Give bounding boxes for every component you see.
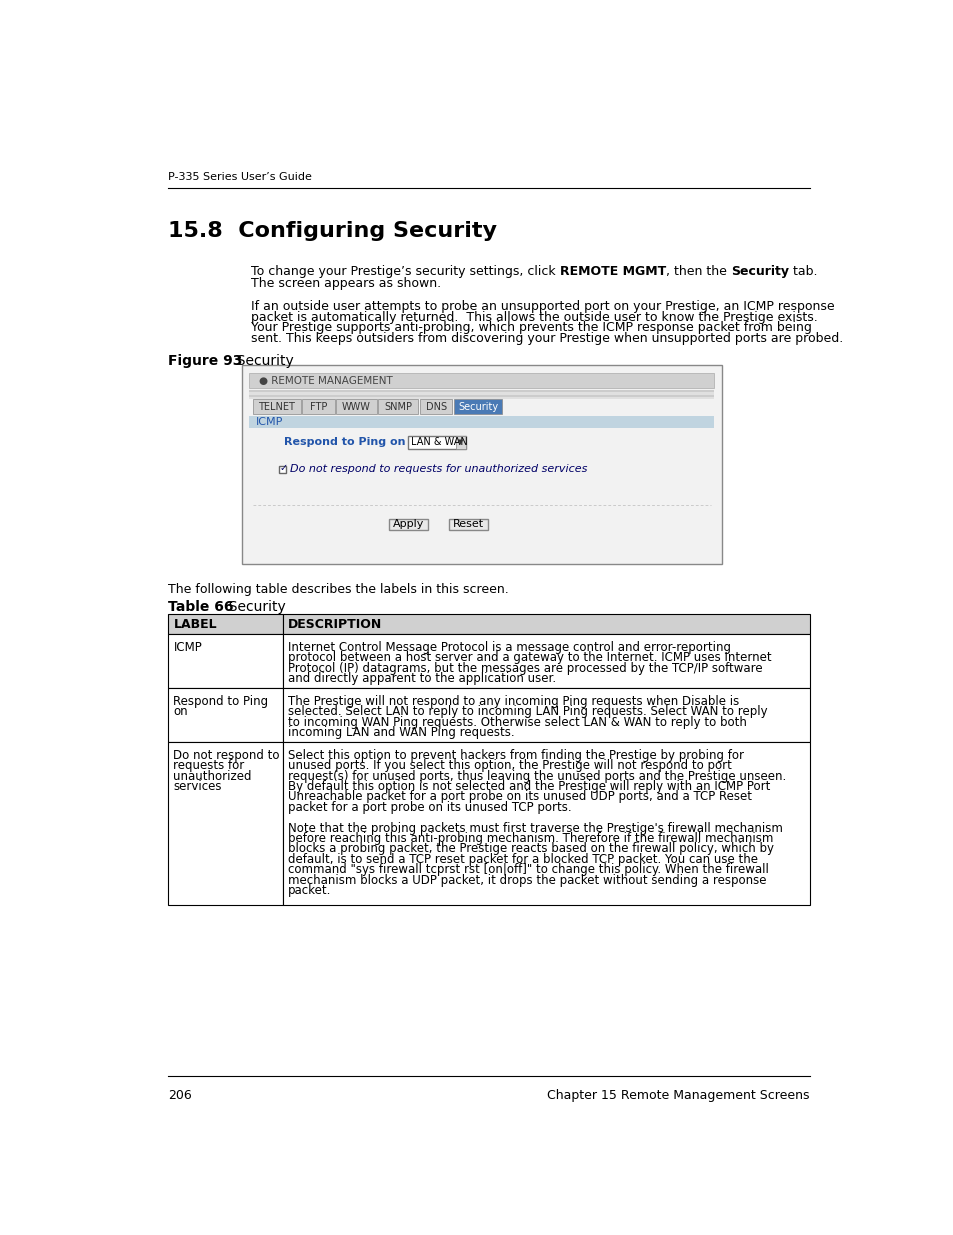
Text: blocks a probing packet, the Prestige reacts based on the firewall policy, which: blocks a probing packet, the Prestige re… [288, 842, 774, 856]
Text: Reset: Reset [453, 519, 484, 529]
Text: Unreachable packet for a port probe on its unused UDP ports, and a TCP Reset: Unreachable packet for a port probe on i… [288, 790, 751, 804]
Text: unused ports. If you select this option, the Prestige will not respond to port: unused ports. If you select this option,… [288, 760, 731, 772]
Text: packet for a port probe on its unused TCP ports.: packet for a port probe on its unused TC… [288, 800, 571, 814]
Text: request(s) for unused ports, thus leaving the unused ports and the Prestige unse: request(s) for unused ports, thus leavin… [288, 769, 785, 783]
Text: to incoming WAN Ping requests. Otherwise select LAN & WAN to reply to both: to incoming WAN Ping requests. Otherwise… [288, 716, 746, 729]
FancyBboxPatch shape [456, 436, 466, 448]
Text: Table 66: Table 66 [168, 600, 233, 614]
Text: command "sys firewall tcprst rst [on|off]" to change this policy. When the firew: command "sys firewall tcprst rst [on|off… [288, 863, 768, 876]
Text: LAN & WAN: LAN & WAN [411, 437, 468, 447]
Text: selected. Select LAN to reply to incoming LAN Ping requests. Select WAN to reply: selected. Select LAN to reply to incomin… [288, 705, 767, 719]
Text: ✓: ✓ [279, 463, 288, 473]
Text: By default this option is not selected and the Prestige will reply with an ICMP : By default this option is not selected a… [288, 781, 770, 793]
Text: Apply: Apply [393, 519, 423, 529]
FancyBboxPatch shape [249, 390, 714, 393]
Text: tab.: tab. [788, 266, 817, 278]
FancyBboxPatch shape [389, 519, 427, 530]
FancyBboxPatch shape [241, 366, 721, 564]
Text: Figure 93: Figure 93 [168, 353, 242, 368]
Text: The screen appears as shown.: The screen appears as shown. [251, 277, 440, 290]
FancyBboxPatch shape [249, 395, 714, 396]
Text: DESCRIPTION: DESCRIPTION [288, 618, 382, 631]
Text: Do not respond to: Do not respond to [173, 748, 280, 762]
FancyBboxPatch shape [249, 396, 714, 399]
Text: Respond to Ping on: Respond to Ping on [284, 436, 405, 447]
Text: The following table describes the labels in this screen.: The following table describes the labels… [168, 583, 508, 597]
Text: P-335 Series User’s Guide: P-335 Series User’s Guide [168, 173, 312, 183]
Text: TELNET: TELNET [258, 401, 294, 411]
Text: Chapter 15 Remote Management Screens: Chapter 15 Remote Management Screens [547, 1089, 809, 1102]
FancyBboxPatch shape [282, 634, 809, 688]
Text: 206: 206 [168, 1089, 192, 1102]
Text: Select this option to prevent hackers from finding the Prestige by probing for: Select this option to prevent hackers fr… [288, 748, 743, 762]
Text: 15.8  Configuring Security: 15.8 Configuring Security [168, 221, 497, 241]
Text: If an outside user attempts to probe an unsupported port on your Prestige, an IC: If an outside user attempts to probe an … [251, 300, 834, 312]
Text: packet is automatically returned.  This allows the outside user to know the Pres: packet is automatically returned. This a… [251, 311, 817, 324]
FancyBboxPatch shape [454, 399, 501, 414]
Text: Respond to Ping: Respond to Ping [173, 695, 269, 708]
Text: ▼: ▼ [457, 440, 463, 446]
FancyBboxPatch shape [408, 436, 466, 448]
Text: services: services [173, 781, 222, 793]
Text: requests for: requests for [173, 760, 245, 772]
Text: incoming LAN and WAN Ping requests.: incoming LAN and WAN Ping requests. [288, 726, 515, 739]
Text: default, is to send a TCP reset packet for a blocked TCP packet. You can use the: default, is to send a TCP reset packet f… [288, 852, 758, 866]
FancyBboxPatch shape [282, 614, 809, 634]
Text: mechanism blocks a UDP packet, it drops the packet without sending a response: mechanism blocks a UDP packet, it drops … [288, 873, 766, 887]
FancyBboxPatch shape [249, 416, 714, 427]
Text: unauthorized: unauthorized [173, 769, 252, 783]
FancyBboxPatch shape [249, 393, 714, 395]
Text: FTP: FTP [310, 401, 327, 411]
FancyBboxPatch shape [282, 688, 809, 742]
Text: ● REMOTE MANAGEMENT: ● REMOTE MANAGEMENT [258, 375, 392, 385]
Text: Security: Security [457, 401, 497, 411]
FancyBboxPatch shape [168, 614, 282, 634]
Text: Internet Control Message Protocol is a message control and error-reporting: Internet Control Message Protocol is a m… [288, 641, 730, 655]
Text: packet.: packet. [288, 884, 332, 897]
Text: Protocol (IP) datagrams, but the messages are processed by the TCP/IP software: Protocol (IP) datagrams, but the message… [288, 662, 762, 674]
Text: protocol between a host server and a gateway to the Internet. ICMP uses Internet: protocol between a host server and a gat… [288, 651, 771, 664]
FancyBboxPatch shape [282, 742, 809, 905]
Text: Your Prestige supports anti-probing, which prevents the ICMP response packet fro: Your Prestige supports anti-probing, whi… [251, 321, 811, 335]
FancyBboxPatch shape [377, 399, 418, 414]
FancyBboxPatch shape [302, 399, 335, 414]
FancyBboxPatch shape [168, 634, 282, 688]
Text: ICMP: ICMP [173, 641, 202, 655]
Text: LABEL: LABEL [173, 618, 217, 631]
FancyBboxPatch shape [168, 742, 282, 905]
Text: Security: Security [220, 600, 286, 614]
Text: Security: Security [730, 266, 788, 278]
Text: SNMP: SNMP [384, 401, 412, 411]
Text: before reaching this anti-probing mechanism. Therefore if the firewall mechanism: before reaching this anti-probing mechan… [288, 832, 773, 845]
FancyBboxPatch shape [278, 466, 286, 473]
FancyBboxPatch shape [449, 519, 488, 530]
Text: WWW: WWW [341, 401, 371, 411]
FancyBboxPatch shape [168, 688, 282, 742]
Text: Security: Security [228, 353, 294, 368]
FancyBboxPatch shape [335, 399, 376, 414]
Text: To change your Prestige’s security settings, click: To change your Prestige’s security setti… [251, 266, 559, 278]
Text: Note that the probing packets must first traverse the Prestige's firewall mechan: Note that the probing packets must first… [288, 821, 782, 835]
Text: sent. This keeps outsiders from discovering your Prestige when unsupported ports: sent. This keeps outsiders from discover… [251, 332, 842, 346]
Text: DNS: DNS [425, 401, 446, 411]
FancyBboxPatch shape [249, 373, 714, 389]
Text: REMOTE MGMT: REMOTE MGMT [559, 266, 665, 278]
FancyBboxPatch shape [419, 399, 452, 414]
Text: on: on [173, 705, 188, 719]
Text: , then the: , then the [665, 266, 730, 278]
Text: ICMP: ICMP [255, 417, 283, 427]
FancyBboxPatch shape [253, 399, 300, 414]
Text: The Prestige will not respond to any incoming Ping requests when Disable is: The Prestige will not respond to any inc… [288, 695, 739, 708]
Text: and directly apparent to the application user.: and directly apparent to the application… [288, 672, 556, 685]
Text: Do not respond to requests for unauthorized services: Do not respond to requests for unauthori… [290, 463, 586, 473]
